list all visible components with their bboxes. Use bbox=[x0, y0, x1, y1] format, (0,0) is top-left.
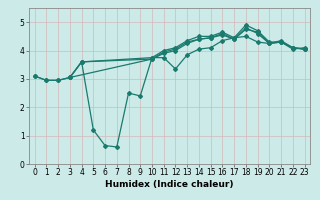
X-axis label: Humidex (Indice chaleur): Humidex (Indice chaleur) bbox=[105, 180, 234, 189]
